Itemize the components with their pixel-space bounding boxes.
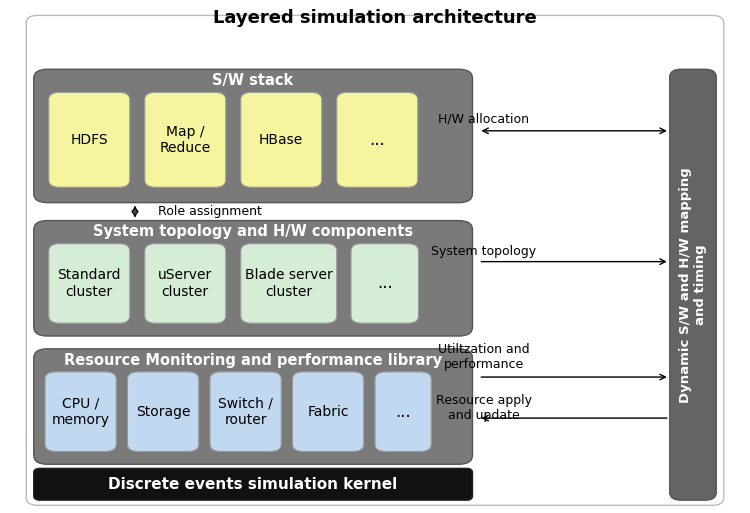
FancyBboxPatch shape (351, 244, 418, 323)
FancyBboxPatch shape (210, 372, 281, 451)
FancyBboxPatch shape (34, 69, 472, 203)
Text: Storage: Storage (136, 405, 190, 419)
Text: Layered simulation architecture: Layered simulation architecture (213, 9, 537, 27)
Text: HBase: HBase (260, 133, 303, 147)
Text: System topology and H/W components: System topology and H/W components (93, 224, 413, 240)
Text: Dynamic S/W and H/W mapping
and timing: Dynamic S/W and H/W mapping and timing (679, 167, 707, 403)
FancyBboxPatch shape (49, 92, 130, 187)
Text: Resource Monitoring and performance library: Resource Monitoring and performance libr… (64, 352, 442, 368)
FancyBboxPatch shape (49, 244, 130, 323)
Text: Utiltzation and
performance: Utiltzation and performance (438, 343, 530, 370)
Text: ...: ... (376, 274, 393, 292)
Text: Standard
cluster: Standard cluster (58, 268, 121, 299)
Text: HDFS: HDFS (70, 133, 108, 147)
FancyBboxPatch shape (34, 468, 472, 500)
FancyBboxPatch shape (145, 244, 226, 323)
Text: Map /
Reduce: Map / Reduce (160, 125, 211, 155)
Text: Role assignment: Role assignment (158, 205, 261, 218)
Text: ...: ... (395, 403, 411, 421)
Text: ...: ... (369, 131, 386, 149)
Text: CPU /
memory: CPU / memory (52, 397, 110, 427)
FancyBboxPatch shape (45, 372, 116, 451)
FancyBboxPatch shape (241, 92, 322, 187)
FancyBboxPatch shape (241, 244, 337, 323)
FancyBboxPatch shape (128, 372, 199, 451)
FancyBboxPatch shape (145, 92, 226, 187)
FancyBboxPatch shape (34, 221, 472, 336)
FancyBboxPatch shape (34, 349, 472, 464)
FancyBboxPatch shape (292, 372, 364, 451)
Text: Discrete events simulation kernel: Discrete events simulation kernel (109, 477, 398, 492)
Text: uServer
cluster: uServer cluster (158, 268, 212, 299)
FancyBboxPatch shape (375, 372, 431, 451)
Text: S/W stack: S/W stack (212, 73, 294, 88)
FancyBboxPatch shape (337, 92, 418, 187)
Text: Blade server
cluster: Blade server cluster (244, 268, 333, 299)
Text: System topology: System topology (431, 245, 536, 258)
Text: Fabric: Fabric (308, 405, 349, 419)
Text: H/W allocation: H/W allocation (438, 112, 530, 126)
Text: Resource apply
and update: Resource apply and update (436, 394, 532, 422)
Text: Switch /
router: Switch / router (218, 397, 273, 427)
FancyBboxPatch shape (670, 69, 716, 500)
FancyBboxPatch shape (26, 15, 724, 505)
